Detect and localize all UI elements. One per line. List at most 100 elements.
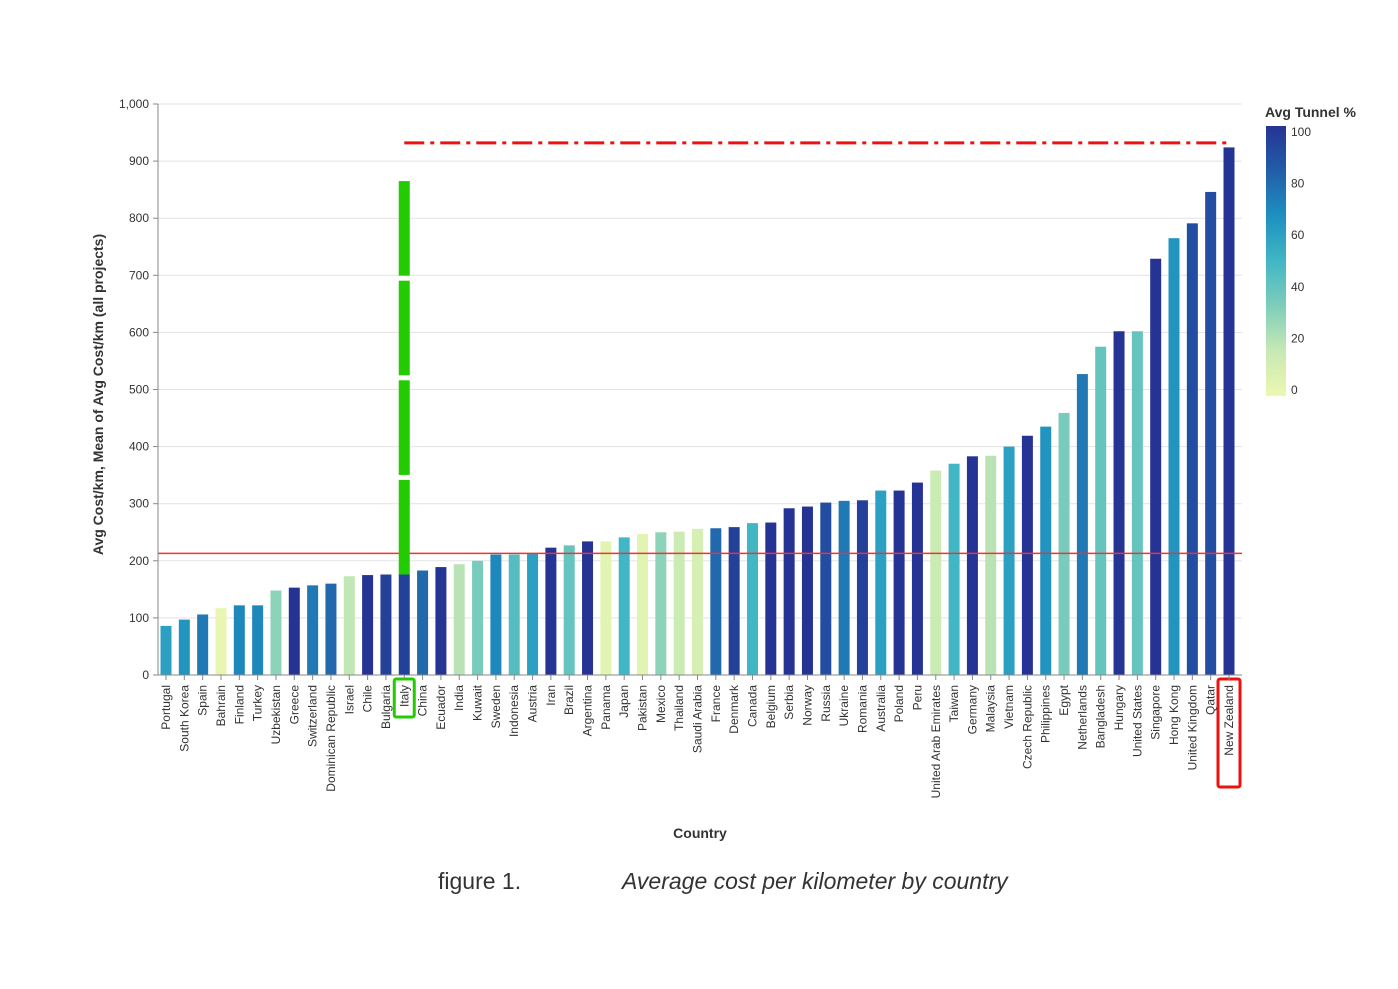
bar (288, 587, 300, 675)
x-tick-label: Iran (544, 685, 558, 706)
bar (472, 560, 484, 675)
x-axis-title: Country (673, 825, 727, 841)
bar (1113, 331, 1125, 675)
x-tick-label: Taiwan (947, 685, 961, 722)
bar (380, 574, 392, 675)
x-tick-label: South Korea (177, 685, 191, 752)
bar (563, 545, 575, 675)
x-tick-label: Singapore (1149, 685, 1163, 740)
x-tick-label: Qatar (1204, 685, 1218, 715)
bar (1168, 238, 1180, 675)
bar (655, 532, 667, 675)
legend-tick-label: 20 (1291, 331, 1305, 345)
x-tick-label: Thailand (672, 685, 686, 731)
bar (765, 522, 777, 675)
bar (545, 547, 557, 675)
bar (160, 625, 172, 675)
x-tick-label: Austria (526, 685, 540, 723)
y-tick-label: 700 (129, 268, 149, 282)
x-tick-label: Mexico (654, 685, 668, 723)
bar (728, 527, 740, 675)
bar (1205, 191, 1217, 675)
bar (618, 537, 630, 675)
figure-caption-text: Average cost per kilometer by country (622, 868, 1008, 894)
bar (1131, 331, 1143, 675)
bar (325, 583, 337, 675)
x-tick-label: Netherlands (1075, 685, 1089, 750)
bar (985, 455, 997, 675)
bar (1021, 435, 1033, 675)
bar (1003, 446, 1015, 675)
bar (911, 482, 923, 675)
bar (197, 614, 209, 675)
legend-color-bar (1266, 126, 1286, 396)
x-tick-label: Bulgaria (379, 685, 393, 729)
x-tick-label: Sweden (489, 685, 503, 728)
italy-extension-segment (398, 380, 410, 475)
bar (1040, 426, 1052, 675)
italy-extension-segment (398, 280, 410, 376)
x-tick-label: Serbia (782, 685, 796, 720)
bar (746, 523, 758, 675)
x-tick-label: Indonesia (507, 685, 521, 737)
x-tick-label: Japan (617, 685, 631, 718)
x-tick-label: Brazil (562, 685, 576, 715)
x-tick-label: Pakistan (636, 685, 650, 731)
x-tick-label: Ecuador (434, 685, 448, 730)
bar (417, 570, 429, 675)
x-tick-label: Kuwait (471, 684, 485, 721)
bar (582, 541, 594, 675)
y-tick-label: 1,000 (119, 97, 149, 111)
bar (875, 490, 887, 675)
bars-layer (160, 147, 1235, 676)
x-tick-label: Poland (892, 685, 906, 722)
x-tick-label: France (709, 685, 723, 723)
x-tick-label: Chile (361, 685, 375, 713)
bar (1076, 374, 1088, 675)
bar (362, 575, 374, 675)
bar (801, 506, 813, 675)
x-tick-label: China (416, 685, 430, 717)
x-tick-label: Italy (397, 685, 411, 707)
legend-tick-label: 40 (1291, 280, 1305, 294)
bar (930, 470, 942, 675)
legend-tick-label: 80 (1291, 177, 1305, 191)
bar (856, 500, 868, 675)
x-tick-label: Argentina (581, 685, 595, 737)
bar (435, 567, 447, 675)
x-tick-label: Hong Kong (1167, 685, 1181, 745)
legend-tick-label: 0 (1291, 383, 1298, 397)
x-tick-label: Egypt (1057, 684, 1071, 715)
x-tick-label: United States (1130, 685, 1144, 757)
legend-title: Avg Tunnel % (1265, 104, 1357, 120)
bar (1095, 346, 1107, 675)
italy-extension-segment (398, 479, 410, 575)
italy-extension-segment (398, 181, 410, 276)
y-tick-label: 400 (129, 440, 149, 454)
axis-layer: 0 100 200 300 400 500 600 700 800 900 1,000 Portuga… (90, 97, 1242, 841)
x-tick-label: Finland (232, 685, 246, 724)
bar (673, 531, 685, 675)
bar (527, 553, 539, 675)
legend-tick-label: 100 (1291, 125, 1311, 139)
bar (307, 585, 319, 675)
x-tick-label: Russia (819, 685, 833, 722)
x-tick-label: India (452, 685, 466, 711)
x-tick-label: Panama (599, 685, 613, 730)
x-tick-label: Israel (342, 685, 356, 714)
x-tick-label: Australia (874, 685, 888, 732)
x-tick-label: Portugal (159, 685, 173, 730)
x-tick-label: Saudi Arabia (691, 685, 705, 753)
x-tick-label: Dominican Republic (324, 685, 338, 792)
x-tick-label: Malaysia (984, 685, 998, 733)
y-tick-label: 900 (129, 154, 149, 168)
x-tick-label: Turkey (251, 685, 265, 721)
bar (948, 463, 960, 675)
y-tick-label: 800 (129, 211, 149, 225)
x-tick-label: Switzerland (306, 685, 320, 747)
bar (215, 608, 227, 675)
x-tick-label: Germany (965, 685, 979, 734)
bar (820, 502, 832, 675)
grid-layer (158, 103, 1242, 619)
